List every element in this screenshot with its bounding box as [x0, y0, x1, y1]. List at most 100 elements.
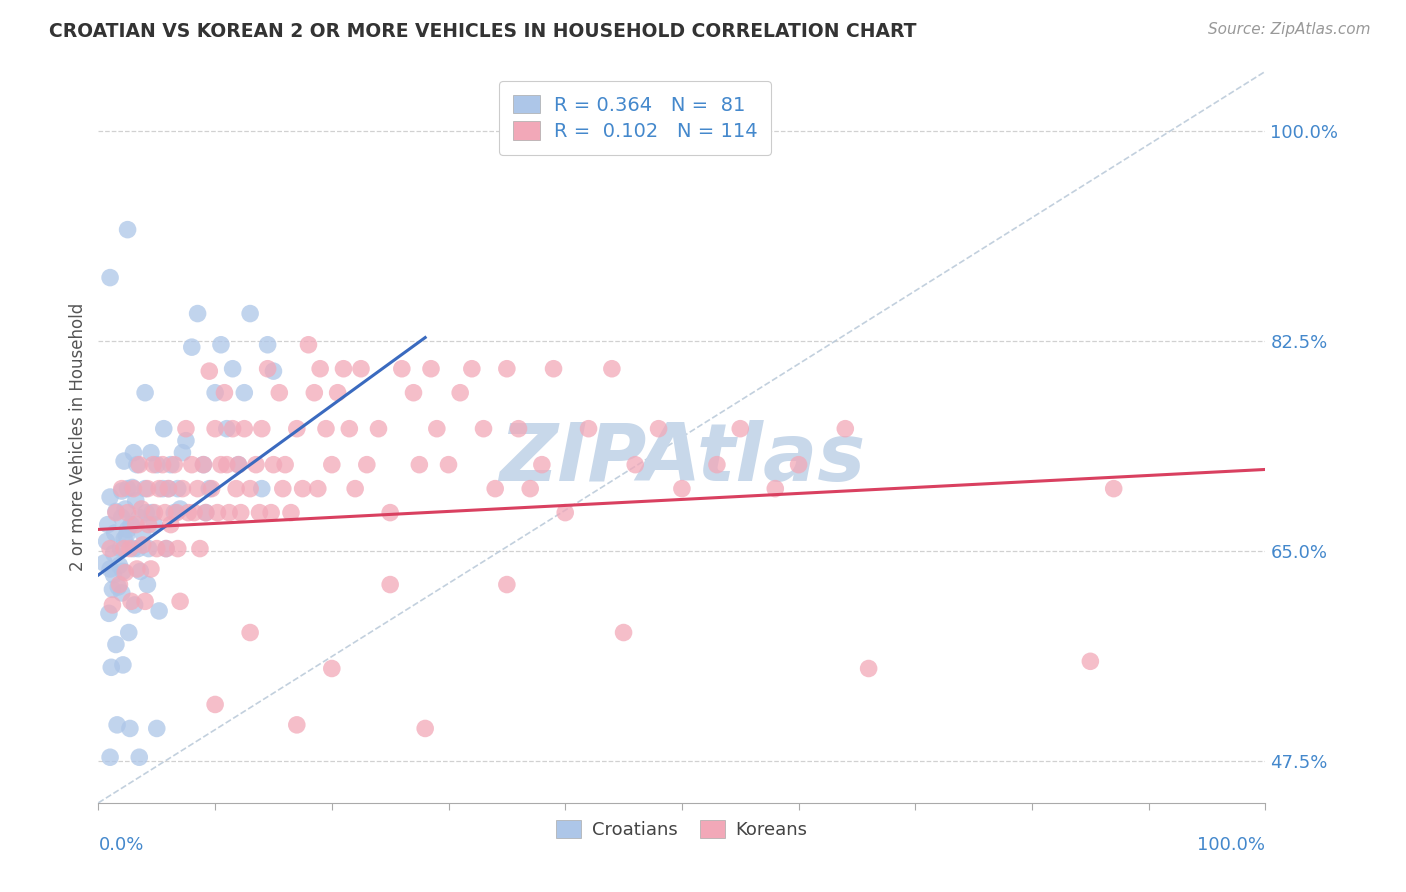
Point	[180, 340, 202, 354]
Point	[134, 482, 156, 496]
Point	[1102, 482, 1125, 496]
Point	[260, 506, 283, 520]
Point	[245, 458, 267, 472]
Point	[117, 506, 139, 520]
Point	[413, 722, 436, 736]
Point	[420, 361, 443, 376]
Point	[120, 594, 142, 608]
Point	[136, 577, 159, 591]
Point	[380, 506, 402, 520]
Point	[143, 517, 166, 532]
Point	[100, 660, 122, 674]
Point	[194, 506, 217, 520]
Point	[578, 422, 600, 436]
Point	[763, 482, 786, 496]
Point	[112, 454, 135, 468]
Point	[104, 526, 127, 541]
Point	[508, 422, 530, 436]
Point	[146, 541, 169, 556]
Point	[131, 502, 153, 516]
Point	[111, 657, 134, 672]
Point	[519, 482, 541, 496]
Point	[117, 482, 139, 496]
Point	[132, 538, 155, 552]
Point	[367, 422, 389, 436]
Point	[128, 510, 150, 524]
Point	[104, 504, 127, 518]
Point	[111, 586, 134, 600]
Point	[122, 445, 145, 459]
Point	[402, 385, 425, 400]
Point	[166, 506, 188, 520]
Point	[228, 458, 250, 472]
Point	[183, 506, 205, 520]
Point	[647, 422, 669, 436]
Point	[201, 482, 224, 496]
Point	[285, 422, 308, 436]
Point	[380, 577, 402, 591]
Point	[136, 482, 159, 496]
Point	[128, 750, 150, 764]
Point	[221, 361, 243, 376]
Point	[204, 698, 226, 712]
Point	[125, 517, 148, 532]
Point	[180, 458, 202, 472]
Point	[146, 458, 169, 472]
Point	[600, 361, 623, 376]
Point	[256, 361, 278, 376]
Point	[101, 582, 124, 597]
Point	[321, 661, 343, 675]
Point	[250, 482, 273, 496]
Point	[98, 490, 121, 504]
Point	[111, 510, 134, 524]
Point	[706, 458, 728, 472]
Point	[166, 541, 188, 556]
Point	[157, 482, 180, 496]
Point	[554, 506, 576, 520]
Point	[104, 638, 127, 652]
Point	[613, 625, 636, 640]
Point	[215, 458, 238, 472]
Point	[198, 364, 221, 378]
Point	[187, 307, 209, 321]
Point	[239, 625, 262, 640]
Point	[496, 577, 519, 591]
Point	[787, 458, 810, 472]
Point	[101, 598, 124, 612]
Point	[204, 385, 226, 400]
Point	[221, 422, 243, 436]
Point	[214, 385, 236, 400]
Text: Source: ZipAtlas.com: Source: ZipAtlas.com	[1208, 22, 1371, 37]
Point	[449, 385, 471, 400]
Point	[157, 817, 180, 831]
Point	[188, 541, 211, 556]
Point	[193, 458, 215, 472]
Point	[225, 482, 247, 496]
Point	[142, 458, 165, 472]
Point	[408, 458, 430, 472]
Point	[118, 722, 141, 736]
Point	[93, 556, 115, 570]
Point	[543, 361, 565, 376]
Point	[262, 458, 284, 472]
Point	[174, 434, 197, 448]
Point	[146, 722, 169, 736]
Point	[530, 458, 553, 472]
Point	[152, 458, 174, 472]
Point	[114, 566, 136, 580]
Point	[249, 506, 271, 520]
Point	[472, 422, 495, 436]
Point	[250, 422, 273, 436]
Point	[110, 541, 132, 556]
Point	[233, 385, 256, 400]
Point	[177, 506, 200, 520]
Point	[309, 361, 332, 376]
Point	[111, 483, 134, 498]
Point	[105, 718, 128, 732]
Point	[337, 422, 360, 436]
Point	[229, 506, 252, 520]
Point	[118, 541, 141, 556]
Point	[152, 482, 174, 496]
Point	[215, 422, 238, 436]
Point	[134, 594, 156, 608]
